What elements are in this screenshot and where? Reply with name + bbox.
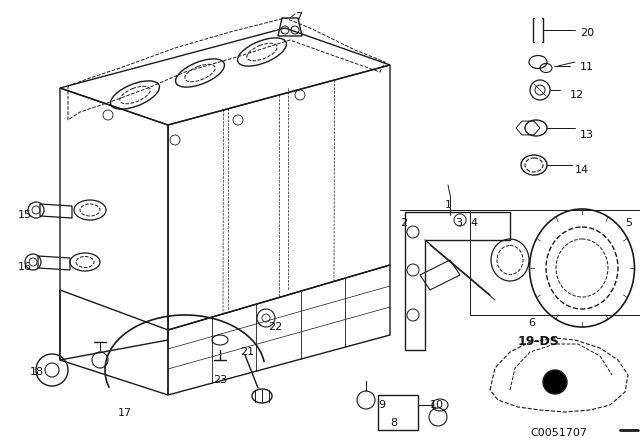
Text: 9: 9 [378,400,385,410]
Text: 18: 18 [30,367,44,377]
Text: 6: 6 [528,318,535,328]
Text: 7: 7 [295,12,302,22]
Text: 16: 16 [18,262,32,272]
Text: 15: 15 [18,210,32,220]
Circle shape [543,370,567,394]
Text: 10: 10 [430,400,444,410]
Text: 4: 4 [470,218,477,228]
Text: 19-DS: 19-DS [518,335,560,348]
Text: 21: 21 [240,347,254,357]
Text: 3: 3 [455,218,462,228]
Text: 23: 23 [213,375,227,385]
Text: 8: 8 [390,418,397,428]
Text: C0051707: C0051707 [530,428,587,438]
Text: 20: 20 [580,28,594,38]
Text: 2: 2 [400,218,407,228]
Text: 14: 14 [575,165,589,175]
Text: 17: 17 [118,408,132,418]
Text: 5: 5 [625,218,632,228]
Text: 12: 12 [570,90,584,100]
Text: 22: 22 [268,322,282,332]
Text: 13: 13 [580,130,594,140]
Text: 11: 11 [580,62,594,72]
Text: 1: 1 [445,200,452,210]
